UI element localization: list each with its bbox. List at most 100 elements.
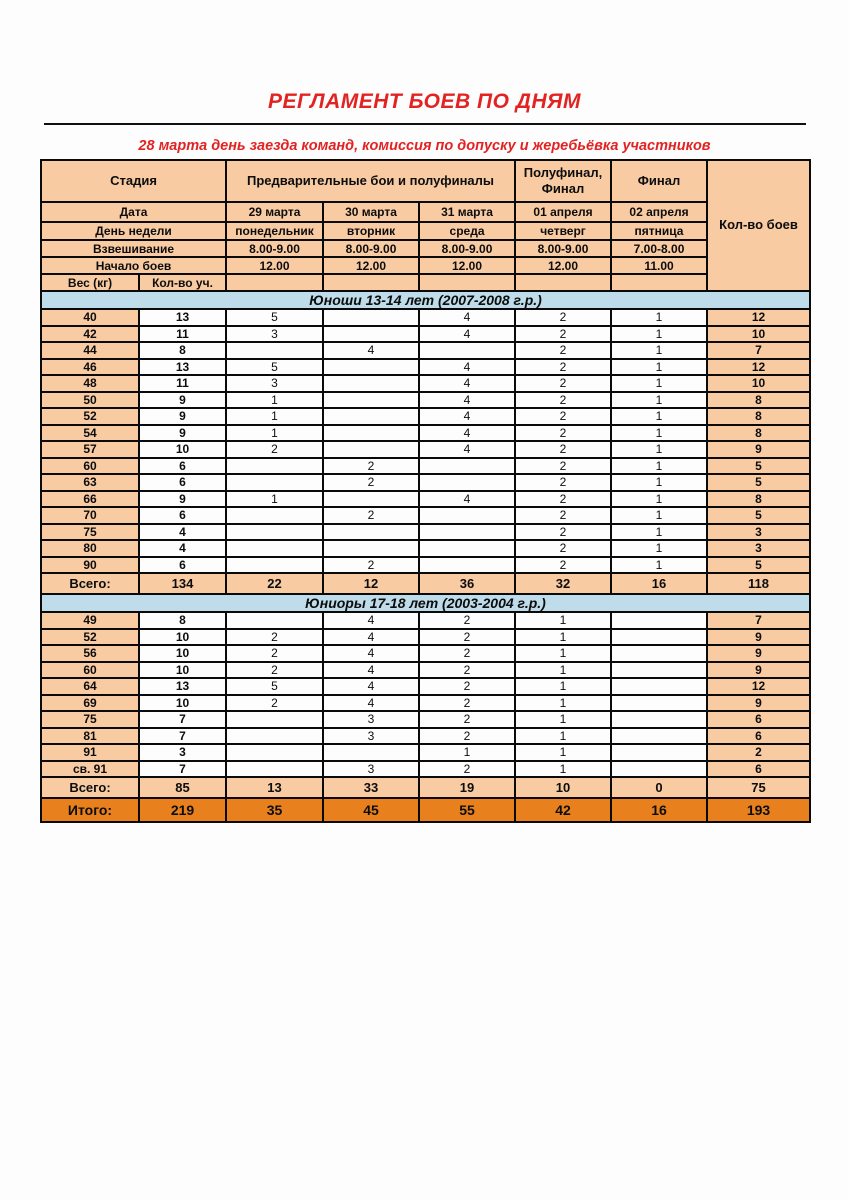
day-bouts-cell — [322, 308, 421, 327]
weight-category-row: 90 6 2 2 1 5 — [40, 555, 812, 574]
day-bouts-cell: 2 — [514, 440, 613, 459]
bouts-total-cell: 5 — [706, 456, 812, 475]
bouts-total-cell: 9 — [706, 660, 812, 679]
day-bouts-cell: 5 — [225, 677, 325, 696]
weight-cell: 69 — [40, 693, 140, 712]
participants-cell: 13 — [137, 677, 228, 696]
weighin-cell: 8.00-9.00 — [225, 239, 325, 258]
day-bouts-cell — [225, 522, 325, 541]
bouts-total-cell: 9 — [706, 644, 812, 663]
section-total-label: Всего: — [40, 572, 140, 595]
weight-category-row: 49 8 4 2 1 7 — [40, 611, 812, 630]
participants-column-label: Кол-во уч. — [137, 273, 228, 292]
stage-label: Стадия — [39, 159, 228, 203]
day-bouts-cell: 2 — [322, 506, 421, 525]
weight-column-label: Вес (кг) — [40, 273, 140, 292]
date-cell: 29 марта — [225, 201, 325, 223]
day-bouts-cell: 3 — [322, 759, 421, 778]
section-total-participants: 85 — [137, 776, 228, 799]
day-bouts-cell: 4 — [418, 324, 517, 343]
day-bouts-cell — [322, 522, 421, 541]
participants-cell: 6 — [137, 506, 228, 525]
day-bouts-cell: 2 — [418, 726, 517, 745]
weight-cell: св. 91 — [40, 759, 140, 778]
day-bouts-cell — [225, 726, 325, 745]
weight-cell: 56 — [40, 644, 140, 663]
weight-cell: 48 — [40, 374, 140, 393]
day-bouts-cell — [610, 710, 709, 729]
section-total-day-cell: 32 — [514, 572, 613, 595]
weight-cell: 60 — [40, 456, 140, 475]
day-bouts-cell: 2 — [418, 644, 517, 663]
day-bouts-cell: 2 — [418, 611, 517, 630]
weight-category-row: 91 3 1 1 2 — [40, 743, 812, 762]
date-label: Дата — [39, 201, 228, 223]
empty-cell — [225, 273, 325, 292]
day-bouts-cell: 5 — [225, 308, 325, 327]
section-total-day-cell: 12 — [322, 572, 421, 595]
weight-cell: 70 — [40, 506, 140, 525]
day-bouts-cell: 2 — [514, 555, 613, 574]
day-bouts-cell — [418, 506, 517, 525]
participants-cell: 10 — [137, 644, 228, 663]
day-bouts-cell — [225, 473, 325, 492]
section-total-day-cell: 0 — [610, 776, 709, 799]
day-bouts-cell — [225, 539, 325, 558]
day-bouts-cell: 1 — [514, 759, 613, 778]
section-title: Юниоры 17-18 лет (2003-2004 г.р.) — [39, 593, 812, 613]
day-bouts-cell: 4 — [322, 693, 421, 712]
column-labels-row: Вес (кг) Кол-во уч. — [40, 273, 810, 292]
weight-cell: 80 — [40, 539, 140, 558]
empty-cell — [418, 273, 517, 292]
day-bouts-cell — [610, 627, 709, 646]
day-bouts-cell: 4 — [322, 644, 421, 663]
start-time-cell: 12.00 — [322, 256, 421, 275]
bouts-total-cell: 8 — [706, 423, 812, 442]
bouts-total-cell: 9 — [706, 693, 812, 712]
participants-cell: 9 — [137, 407, 228, 426]
bouts-total-cell: 3 — [706, 539, 812, 558]
weighin-label: Взвешивание — [39, 239, 228, 258]
start-time-row: Начало боев 12.00 12.00 12.00 12.00 11.0… — [39, 256, 810, 275]
grand-total-participants: 219 — [137, 797, 228, 823]
day-bouts-cell — [418, 456, 517, 475]
section-total-day-cell: 13 — [225, 776, 325, 799]
day-bouts-cell: 3 — [322, 726, 421, 745]
weight-category-row: 56 10 2 4 2 1 9 — [40, 644, 812, 663]
weekday-cell: вторник — [322, 221, 421, 241]
day-bouts-cell — [225, 759, 325, 778]
grand-total-label: Итого: — [40, 797, 140, 823]
day-bouts-cell: 1 — [610, 374, 709, 393]
day-bouts-cell: 2 — [322, 555, 421, 574]
day-bouts-cell: 1 — [610, 440, 709, 459]
section-total-day-cell: 16 — [610, 572, 709, 595]
bouts-total-cell: 9 — [706, 627, 812, 646]
bouts-total-cell: 6 — [706, 726, 812, 745]
day-bouts-cell — [225, 341, 325, 360]
weight-category-row: 42 11 3 4 2 1 10 — [40, 324, 812, 343]
day-bouts-cell: 1 — [514, 627, 613, 646]
day-bouts-cell: 2 — [514, 456, 613, 475]
section-title: Юноши 13-14 лет (2007-2008 г.р.) — [39, 290, 812, 310]
day-bouts-cell — [322, 390, 421, 409]
bouts-total-cell: 6 — [706, 759, 812, 778]
day-bouts-cell: 1 — [418, 743, 517, 762]
weight-category-row: 75 4 2 1 3 — [40, 522, 812, 541]
participants-cell: 6 — [137, 555, 228, 574]
day-bouts-cell: 2 — [514, 390, 613, 409]
day-bouts-cell: 1 — [610, 308, 709, 327]
participants-cell: 9 — [137, 423, 228, 442]
weight-category-row: 81 7 3 2 1 6 — [40, 726, 812, 745]
day-bouts-cell — [610, 743, 709, 762]
day-bouts-cell — [225, 710, 325, 729]
section-total-row: Всего: 134 22 12 36 32 16 118 — [40, 572, 812, 595]
date-cell: 30 марта — [322, 201, 421, 223]
bouts-total-cell: 5 — [706, 473, 812, 492]
participants-cell: 4 — [137, 539, 228, 558]
day-bouts-cell: 2 — [514, 324, 613, 343]
participants-cell: 7 — [137, 726, 228, 745]
title-rule — [44, 123, 806, 125]
weight-cell: 60 — [40, 660, 140, 679]
day-bouts-cell — [418, 555, 517, 574]
weight-cell: 42 — [40, 324, 140, 343]
